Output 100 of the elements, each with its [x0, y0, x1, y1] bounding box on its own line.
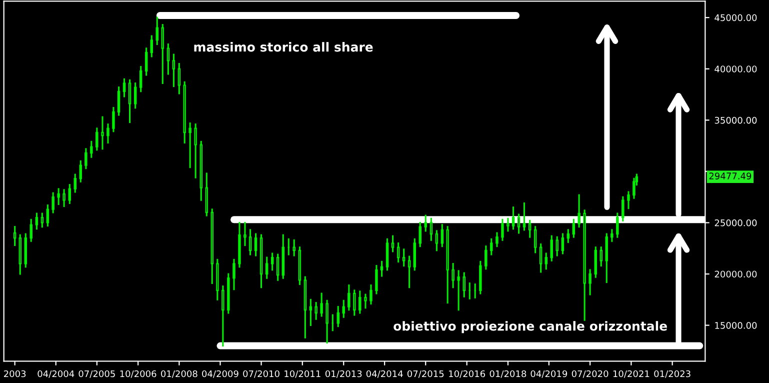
candlestick — [539, 243, 542, 273]
candlestick — [156, 16, 158, 45]
candlestick — [320, 292, 323, 317]
candlestick — [370, 284, 372, 304]
candlestick — [418, 222, 422, 248]
candlestick — [391, 235, 394, 252]
candlestick — [265, 256, 268, 279]
candlestick — [232, 258, 236, 290]
candlestick — [68, 184, 72, 204]
y-tick-label: 45000.00 — [714, 14, 757, 22]
candlestick — [150, 35, 153, 58]
candlestick — [353, 290, 356, 316]
candlestick — [336, 306, 340, 328]
candlestick — [117, 86, 120, 116]
candlestick — [408, 256, 411, 288]
candlestick — [194, 123, 197, 178]
candlestick — [84, 148, 88, 170]
candlestick — [556, 236, 558, 256]
y-tick-label: 40000.00 — [714, 66, 757, 72]
candlestick — [96, 128, 98, 151]
candlestick — [74, 174, 76, 193]
candlestick — [90, 140, 93, 158]
candlestick — [244, 222, 246, 246]
candlestick — [222, 286, 224, 347]
candlestick — [79, 160, 82, 182]
candlestick — [490, 238, 493, 256]
y-tick-label: 20000.00 — [714, 270, 757, 278]
x-tick-label: 01/2013 — [325, 370, 362, 378]
candlestick — [172, 54, 176, 88]
candlestick — [342, 300, 345, 318]
candlestick — [627, 191, 630, 210]
candlestick — [622, 196, 624, 222]
candlestick — [35, 212, 38, 230]
candlestick — [496, 232, 498, 248]
candlestick — [161, 24, 164, 84]
candlestick — [440, 224, 444, 248]
candlestick — [550, 235, 553, 262]
candlestick — [270, 252, 274, 271]
y-tick-label: 25000.00 — [714, 219, 757, 226]
x-tick-label: 10/2016 — [449, 370, 486, 378]
x-tick-label: 07/2005 — [78, 370, 115, 378]
candlestick — [254, 233, 258, 256]
candlestick — [144, 48, 148, 76]
candlestick — [380, 260, 384, 277]
candlestick — [561, 233, 564, 254]
candlestick — [435, 230, 438, 252]
candlestick — [30, 218, 32, 242]
candlestick — [588, 269, 592, 296]
candlestick — [314, 302, 318, 320]
candlestick — [610, 229, 614, 242]
candlestick — [512, 206, 515, 230]
candlestick — [424, 214, 427, 232]
x-tick-label: 01/2008 — [161, 370, 198, 378]
candlestick — [13, 226, 16, 246]
annotation: massimo storico all share — [194, 42, 373, 52]
candlestick — [534, 226, 537, 254]
candlestick — [375, 265, 378, 294]
text: 29477.49 — [709, 172, 752, 180]
x-tick-label: 07/2020 — [572, 370, 608, 378]
candlestick — [413, 238, 416, 271]
x-tick-label: 01/2023 — [654, 370, 690, 378]
x-tick-label: 04/2009 — [202, 370, 238, 378]
candlestick — [106, 123, 110, 144]
x-tick-label: 04/2014 — [366, 370, 403, 378]
candlestick — [292, 239, 296, 256]
candlestick — [544, 252, 548, 270]
candlestick — [462, 272, 466, 298]
y-tick-label: 15000.00 — [715, 322, 757, 329]
x-tick-label: 10/2006 — [120, 370, 156, 378]
candlestick — [40, 212, 44, 228]
candlestick — [605, 233, 608, 283]
candlestick — [46, 204, 50, 227]
x-tick-label: 2003 — [4, 370, 26, 378]
x-tick-label: 04/2004 — [38, 370, 74, 378]
candlestick — [501, 218, 504, 241]
candlestick — [128, 79, 132, 123]
candlestick — [348, 284, 350, 311]
candlestick — [52, 192, 54, 214]
candlestick — [112, 107, 115, 132]
candlestick — [396, 242, 400, 262]
candlestick — [101, 116, 104, 150]
candlestick — [309, 298, 312, 326]
x-tick-label: 04/2019 — [530, 370, 568, 378]
candlestick — [358, 290, 362, 314]
candlestick — [522, 202, 526, 231]
x-tick-label: 07/2015 — [407, 370, 444, 378]
candlestick — [484, 246, 488, 270]
candlestick — [134, 82, 137, 109]
candlestick — [364, 294, 367, 309]
annotation: obiettivo proiezione canale orizzontale — [394, 321, 667, 334]
candlestick — [248, 229, 252, 256]
candlestick — [139, 66, 142, 92]
y-tick-label: 35000.00 — [714, 116, 757, 124]
candlestick — [452, 262, 454, 288]
candlestick — [572, 218, 576, 238]
candlestick — [528, 220, 532, 238]
candlestick — [566, 229, 570, 243]
candlestick — [517, 214, 520, 234]
x-tick-label: 01/2018 — [490, 370, 526, 378]
x-tick-label: 10/2011 — [284, 370, 320, 378]
